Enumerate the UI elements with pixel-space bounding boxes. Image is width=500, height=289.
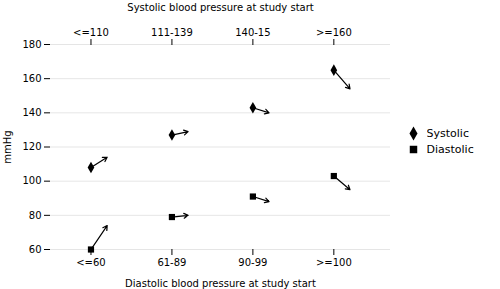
svg-text:140: 140 [22,107,41,118]
svg-text:140-15: 140-15 [235,27,270,38]
svg-text:90-99: 90-99 [238,257,267,268]
svg-text:Diastolic blood pressure at st: Diastolic blood pressure at study start [125,278,316,289]
svg-text:>=100: >=100 [316,257,352,268]
svg-text:<=110: <=110 [73,27,109,38]
svg-text:<=60: <=60 [76,257,105,268]
svg-text:100: 100 [22,175,41,186]
svg-text:180: 180 [22,39,41,50]
svg-text:111-139: 111-139 [151,27,193,38]
svg-text:61-89: 61-89 [157,257,186,268]
svg-text:160: 160 [22,73,41,84]
svg-text:>=160: >=160 [316,27,352,38]
html-text:Diastolic: Diastolic [426,142,474,156]
svg-text:Systolic blood pressure at stu: Systolic blood pressure at study start [127,2,314,13]
svg-text:mmHg: mmHg [2,130,13,163]
svg-text:80: 80 [29,210,42,221]
svg-text:60: 60 [29,244,42,255]
svg-text:120: 120 [22,141,41,152]
html-text:Systolic: Systolic [426,126,469,140]
